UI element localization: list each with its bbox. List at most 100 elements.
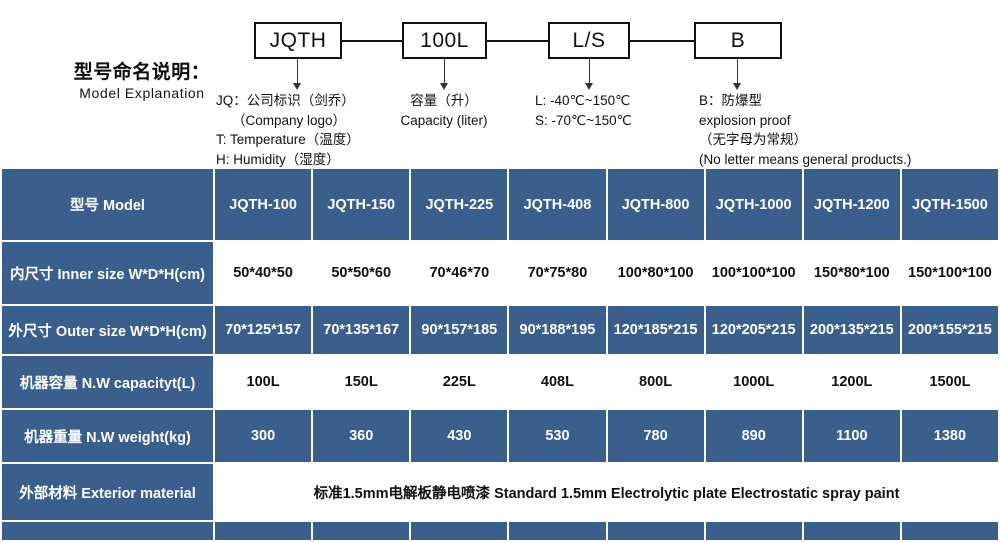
cell-weight-6: 1100 (803, 410, 900, 462)
row-label-capacity: 机器容量 N.W capacityt(L) (2, 356, 213, 408)
arrow-head-2-icon (440, 83, 448, 90)
note-series-line-3: T: Temperature（温度） (216, 132, 360, 148)
table-row-partial-cutoff (2, 522, 998, 540)
cell-inner-size-2: 70*46*70 (411, 242, 508, 304)
model-explanation-title-cn: 型号命名说明： (73, 62, 211, 83)
model-explanation-title-en: Model Explanation (79, 84, 205, 101)
header-cell-model-7: JQTH-1500 (901, 169, 998, 240)
table-row-exterior-material: 外部材料 Exterior material 标准1.5mm电解板静电喷漆 St… (2, 464, 998, 520)
arrow-head-4-icon (733, 83, 741, 90)
table-row-capacity: 机器容量 N.W capacityt(L) 100L 150L 225L 408… (2, 356, 998, 408)
header-cell-model-1: JQTH-150 (313, 169, 410, 240)
cell-outer-size-7: 200*155*215 (901, 306, 998, 354)
cell-capacity-0: 100L (215, 356, 312, 408)
note-capacity-code: 容量（升） Capacity (liter) (384, 91, 504, 130)
note-series-line-1: JQ：公司标识（剑乔） (216, 93, 355, 108)
table-header-row: 型号 Model JQTH-100 JQTH-150 JQTH-225 JQTH… (2, 169, 998, 240)
cell-partial-2 (411, 522, 508, 540)
cell-inner-size-7: 150*100*100 (901, 242, 998, 304)
cell-outer-size-6: 200*135*215 (803, 306, 900, 354)
code-box-series: JQTH (254, 22, 342, 59)
note-temp-line-2: S: -70℃~150℃ (535, 112, 632, 128)
cell-inner-size-4: 100*80*100 (607, 242, 704, 304)
note-series-line-2: （Company logo） (232, 112, 347, 128)
table-row-inner-size: 内尺寸 Inner size W*D*H(cm) 50*40*50 50*50*… (2, 242, 998, 304)
cell-outer-size-1: 70*135*167 (313, 306, 410, 354)
cell-capacity-6: 1200L (803, 356, 900, 408)
note-temp-range-code: L: -40℃~150℃ S: -70℃~150℃ (535, 91, 632, 130)
header-cell-model-5: JQTH-1000 (705, 169, 802, 240)
model-explanation-title: 型号命名说明： Model Explanation (52, 63, 232, 101)
cell-inner-size-6: 150*80*100 (803, 242, 900, 304)
cell-outer-size-0: 70*125*157 (215, 306, 312, 354)
cell-weight-1: 360 (313, 410, 410, 462)
note-series-code: JQ：公司标识（剑乔） （Company logo） T: Temperatur… (216, 91, 360, 169)
row-label-outer-size: 外尺寸 Outer size W*D*H(cm) (2, 306, 213, 354)
arrow-stem-3 (589, 59, 590, 84)
connector-line-2 (487, 40, 548, 42)
note-capacity-line-2: Capacity (liter) (400, 112, 488, 128)
cell-weight-5: 890 (705, 410, 802, 462)
cell-partial-3 (509, 522, 606, 540)
cell-capacity-4: 800L (607, 356, 704, 408)
arrow-stem-2 (444, 59, 445, 84)
header-cell-model-3: JQTH-408 (509, 169, 606, 240)
row-label-exterior-material: 外部材料 Exterior material (2, 464, 213, 520)
cell-capacity-7: 1500L (901, 356, 998, 408)
cell-partial-7 (901, 522, 998, 540)
header-cell-model-4: JQTH-800 (607, 169, 704, 240)
cell-capacity-1: 150L (313, 356, 410, 408)
cell-outer-size-3: 90*188*195 (509, 306, 606, 354)
cell-partial-0 (215, 522, 312, 540)
cell-inner-size-0: 50*40*50 (215, 242, 312, 304)
connector-line-3 (630, 40, 694, 42)
cell-weight-4: 780 (607, 410, 704, 462)
note-explosion-line-3: （无字母为常规） (699, 132, 807, 148)
note-temp-line-1: L: -40℃~150℃ (535, 93, 631, 108)
connector-line-1 (342, 40, 402, 42)
header-cell-model-2: JQTH-225 (411, 169, 508, 240)
row-label-inner-size: 内尺寸 Inner size W*D*H(cm) (2, 242, 213, 304)
cell-partial-4 (607, 522, 704, 540)
table-row-outer-size: 外尺寸 Outer size W*D*H(cm) 70*125*157 70*1… (2, 306, 998, 354)
cell-capacity-5: 1000L (705, 356, 802, 408)
cell-outer-size-4: 120*185*215 (607, 306, 704, 354)
arrow-stem-4 (737, 59, 738, 84)
row-label-weight: 机器重量 N.W weight(kg) (2, 410, 213, 462)
header-cell-model: 型号 Model (2, 169, 213, 240)
header-cell-model-6: JQTH-1200 (803, 169, 900, 240)
cell-partial-1 (313, 522, 410, 540)
note-capacity-line-1: 容量（升） (410, 93, 478, 108)
cell-outer-size-5: 120*205*215 (705, 306, 802, 354)
table-row-weight: 机器重量 N.W weight(kg) 300 360 430 530 780 … (2, 410, 998, 462)
cell-weight-0: 300 (215, 410, 312, 462)
row-label-partial-cutoff (2, 522, 213, 540)
cell-capacity-3: 408L (509, 356, 606, 408)
note-explosion-line-1: B：防爆型 (699, 93, 763, 108)
cell-exterior-material-value: 标准1.5mm电解板静电喷漆 Standard 1.5mm Electrolyt… (215, 464, 998, 520)
model-explanation-diagram: 型号命名说明： Model Explanation JQTH 100L L/S … (0, 0, 1000, 167)
cell-inner-size-3: 70*75*80 (509, 242, 606, 304)
header-cell-model-0: JQTH-100 (215, 169, 312, 240)
note-explosion-line-2: explosion proof (699, 112, 791, 128)
code-box-temp-range: L/S (548, 22, 630, 59)
cell-capacity-2: 225L (411, 356, 508, 408)
cell-inner-size-1: 50*50*60 (313, 242, 410, 304)
cell-weight-2: 430 (411, 410, 508, 462)
note-explosion-proof-code: B：防爆型 explosion proof （无字母为常规） (No lette… (699, 91, 911, 169)
cell-inner-size-5: 100*100*100 (705, 242, 802, 304)
note-series-line-4: H: Humidity（湿度） (216, 151, 340, 167)
code-box-capacity: 100L (402, 22, 487, 59)
code-box-explosion-proof: B (694, 22, 782, 59)
specification-table: 型号 Model JQTH-100 JQTH-150 JQTH-225 JQTH… (0, 167, 1000, 542)
cell-outer-size-2: 90*157*185 (411, 306, 508, 354)
cell-partial-6 (803, 522, 900, 540)
arrow-head-1-icon (293, 83, 301, 90)
cell-weight-3: 530 (509, 410, 606, 462)
arrow-stem-1 (297, 59, 298, 84)
arrow-head-3-icon (585, 83, 593, 90)
note-explosion-line-4: (No letter means general products.) (699, 151, 912, 167)
cell-partial-5 (705, 522, 802, 540)
cell-weight-7: 1380 (901, 410, 998, 462)
